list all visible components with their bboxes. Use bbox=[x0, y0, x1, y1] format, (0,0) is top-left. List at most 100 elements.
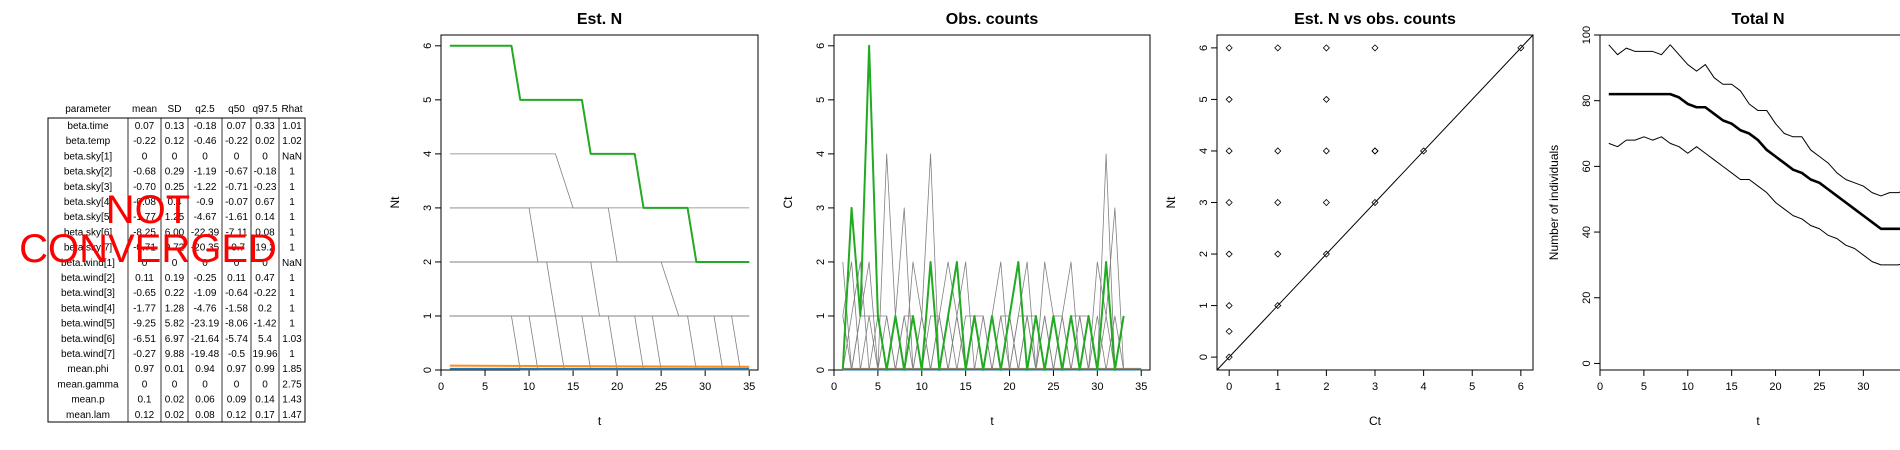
background-series-line bbox=[449, 207, 750, 263]
scatter-point bbox=[1371, 44, 1379, 52]
series-group bbox=[449, 44, 750, 371]
table-cell: 0.22 bbox=[165, 288, 185, 299]
table-cell: -7.11 bbox=[225, 227, 247, 238]
table-cell: -0.5 bbox=[228, 349, 246, 360]
table-cell: 19.2 bbox=[255, 243, 275, 254]
x-tick-label: 10 bbox=[523, 381, 535, 393]
y-tick-label: 2 bbox=[422, 259, 434, 265]
table-cell: -0.71 bbox=[225, 182, 248, 193]
table-cell: 0.94 bbox=[195, 364, 215, 375]
table-cell: -21.64 bbox=[191, 334, 220, 345]
table-cell: -0.64 bbox=[225, 288, 248, 299]
background-series-line bbox=[842, 153, 1125, 371]
lower-ci-line bbox=[1608, 136, 1900, 266]
table-cell: -1.09 bbox=[194, 288, 217, 299]
table-cell: 0.11 bbox=[135, 273, 154, 284]
table-cell: 0.97 bbox=[227, 364, 247, 375]
table-cell: 0.99 bbox=[255, 364, 275, 375]
x-tick-label: 4 bbox=[1421, 381, 1427, 393]
table-cell: -5.74 bbox=[225, 334, 248, 345]
table-cell: -1.77 bbox=[133, 212, 156, 223]
series-group bbox=[841, 44, 1142, 371]
scatter-point bbox=[1322, 95, 1330, 103]
y-tick-label: 6 bbox=[1198, 45, 1210, 51]
table-cell: 1 bbox=[289, 288, 295, 299]
table-cell: -1.58 bbox=[225, 303, 248, 314]
table-cell: 0.33 bbox=[255, 121, 275, 132]
table-cell: 0 bbox=[172, 379, 178, 390]
table-cell: 0.29 bbox=[165, 167, 185, 178]
y-axis-label: Ct bbox=[781, 196, 795, 209]
x-tick-label: 5 bbox=[1469, 381, 1475, 393]
table-cell: 0.02 bbox=[165, 410, 185, 421]
background-series-line bbox=[449, 315, 750, 371]
y-tick-label: 0 bbox=[422, 367, 434, 373]
table-cell: 5.82 bbox=[165, 319, 185, 330]
table-cell: -0.07 bbox=[225, 197, 248, 208]
table-cell: beta.sky[4] bbox=[64, 197, 113, 208]
y-tick-label: 1 bbox=[815, 313, 827, 319]
table-header-3: q2.5 bbox=[195, 104, 215, 115]
reference-line bbox=[1216, 34, 1534, 371]
y-tick-label: 2 bbox=[815, 259, 827, 265]
table-cell: -0.22 bbox=[133, 136, 156, 147]
table-row: beta.wind[5] -9.25 5.82 -23.19 -8.06 -1.42 1 bbox=[61, 319, 295, 330]
table-cell: 0.08 bbox=[255, 227, 275, 238]
x-tick-label: 20 bbox=[1003, 381, 1015, 393]
table-header-1: mean bbox=[132, 104, 157, 115]
x-axis-label: t bbox=[598, 414, 602, 428]
table-header-4: q50 bbox=[228, 104, 245, 115]
table-cell: 1.85 bbox=[282, 364, 302, 375]
background-series-line bbox=[449, 153, 750, 209]
background-series-line bbox=[449, 315, 750, 371]
table-cell: 0.02 bbox=[255, 136, 275, 147]
x-tick-label: 30 bbox=[699, 381, 711, 393]
x-tick-label: 10 bbox=[1682, 381, 1694, 393]
table-cell: 0 bbox=[234, 258, 240, 269]
y-tick-label: 60 bbox=[1581, 160, 1593, 172]
warning-line-1: NOT bbox=[106, 188, 190, 232]
background-series-line bbox=[449, 315, 750, 371]
table-cell: 0 bbox=[142, 379, 148, 390]
y-tick-label: 0 bbox=[815, 367, 827, 373]
table-row: beta.sky[4] -0.08 0.4 -0.9 -0.07 0.67 1 bbox=[64, 197, 295, 208]
background-series-line bbox=[449, 261, 750, 317]
table-header-0: parameter bbox=[65, 104, 111, 115]
x-axis-label: t bbox=[1756, 414, 1760, 428]
scatter-point bbox=[1322, 147, 1330, 155]
table-header-5: q97.5 bbox=[252, 104, 277, 115]
x-tick-label: 20 bbox=[1769, 381, 1781, 393]
table-cell: -1.22 bbox=[194, 182, 217, 193]
x-tick-label: 25 bbox=[655, 381, 667, 393]
table-cell: -0.67 bbox=[225, 167, 248, 178]
table-cell: 0 bbox=[234, 151, 240, 162]
table-cell: 0.19 bbox=[165, 273, 185, 284]
table-cell: 1 bbox=[289, 197, 295, 208]
scatter-point bbox=[1225, 95, 1233, 103]
x-tick-label: 35 bbox=[743, 381, 755, 393]
background-series-line bbox=[449, 315, 750, 371]
table-cell: beta.wind[5] bbox=[61, 319, 115, 330]
scatter-point bbox=[1420, 147, 1428, 155]
table-row: beta.sky[6] -8.25 6.00 -22.39 -7.11 0.08 1 bbox=[64, 227, 295, 238]
x-tick-label: 25 bbox=[1047, 381, 1059, 393]
y-tick-label: 0 bbox=[1581, 360, 1593, 366]
table-cell: 9.88 bbox=[165, 349, 185, 360]
table-cell: 2.75 bbox=[282, 379, 302, 390]
table-row: beta.sky[5] -1.77 1.25 -4.67 -1.61 0.14 1 bbox=[64, 212, 295, 223]
not-converged-warning: NOT CONVERGED bbox=[19, 188, 277, 271]
panel-est-n-vs-obs: Est. N vs obs. counts 0 1 2 3 4 5 6 0 1 2 3 4 5 6 Ct Nt bbox=[1164, 11, 1534, 428]
table-cell: 1 bbox=[289, 273, 295, 284]
table-cell: 0.97 bbox=[135, 364, 155, 375]
table-cell: -0.27 bbox=[133, 349, 156, 360]
table-cell: 0.47 bbox=[255, 273, 275, 284]
y-tick-label: 20 bbox=[1581, 292, 1593, 304]
background-series-line bbox=[449, 315, 750, 371]
x-axis-label: t bbox=[990, 414, 994, 428]
table-cell: 0.12 bbox=[227, 410, 247, 421]
table-cell: mean.lam bbox=[66, 410, 110, 421]
table-cell: beta.sky[7] bbox=[64, 243, 113, 254]
